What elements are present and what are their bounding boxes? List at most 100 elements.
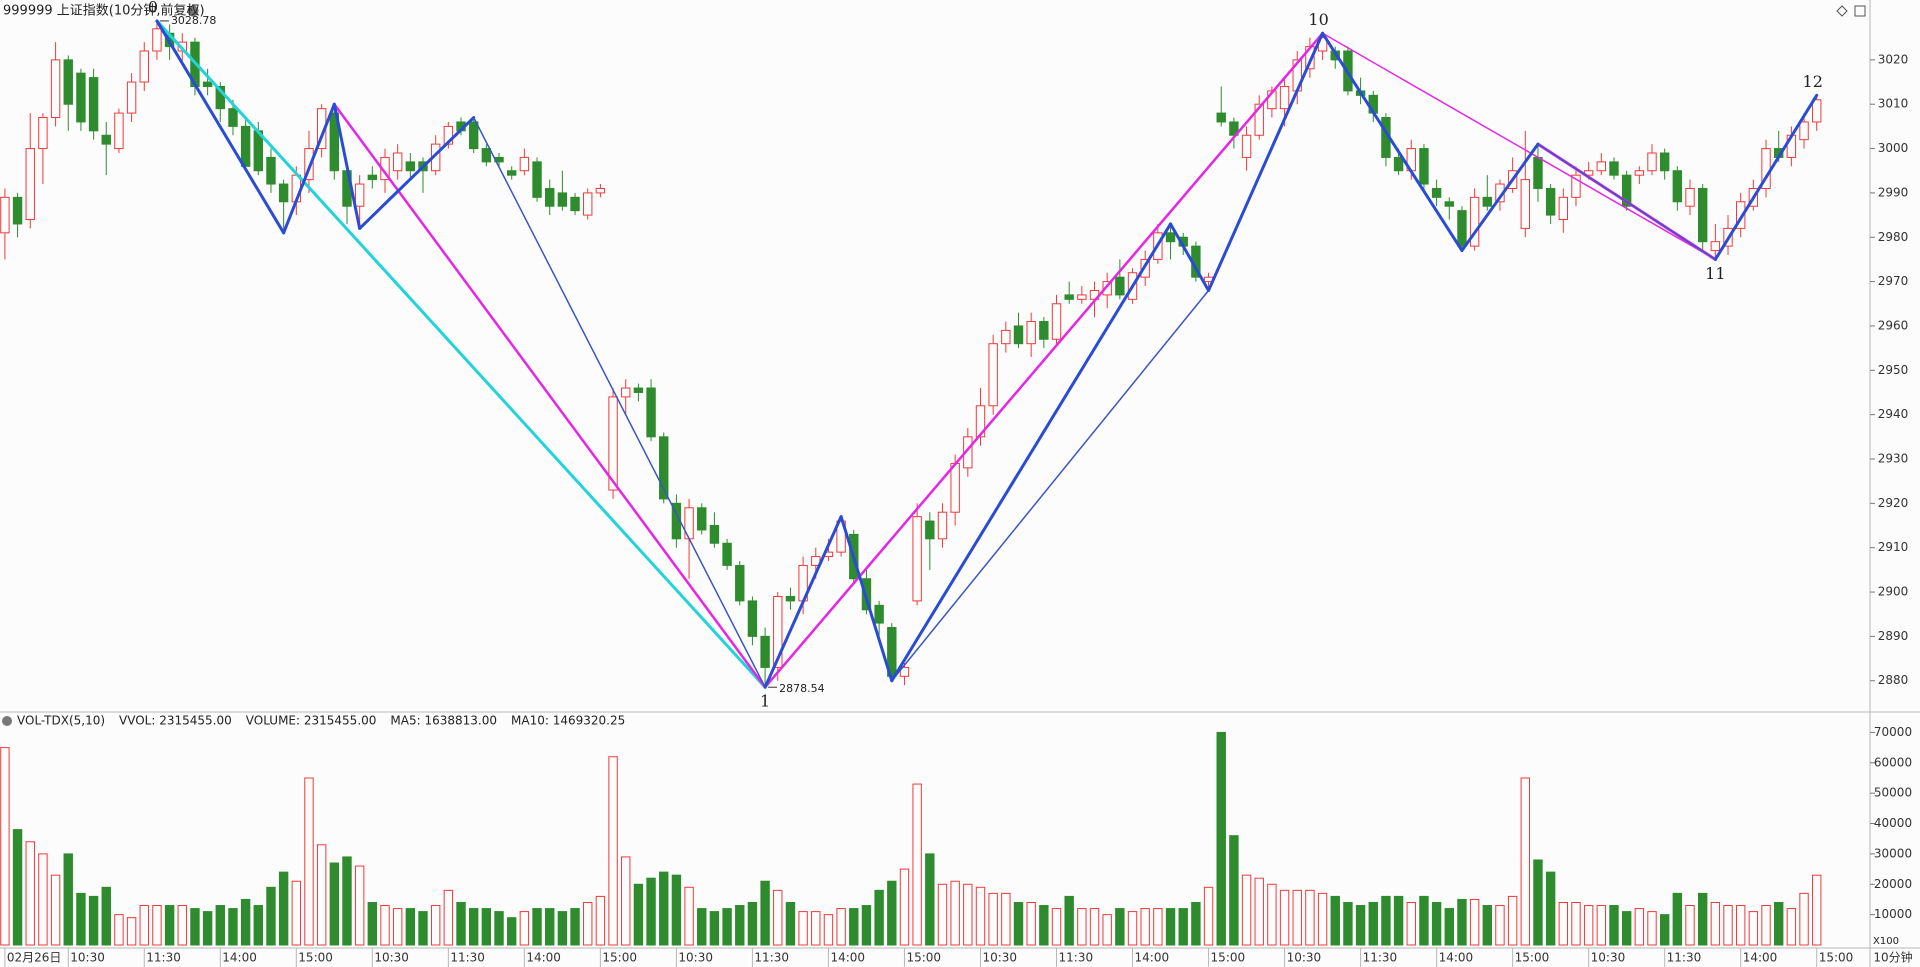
trend-segment (1321, 32, 1717, 261)
volume-bar (1672, 892, 1683, 946)
chart-title: 999999 上证指数(10分钟,前复权) (3, 3, 205, 19)
y-tick-label: 2940 (1878, 407, 1909, 421)
volume-bar (50, 874, 61, 946)
window-icon[interactable] (1854, 5, 1866, 17)
volume-bar (1026, 901, 1036, 946)
trend-segment (155, 19, 286, 235)
candle-body (773, 595, 783, 668)
volume-bar (1317, 892, 1328, 946)
candle-body (1596, 161, 1607, 172)
volume-bar (494, 911, 504, 946)
candle-body (545, 187, 555, 207)
volume-bar (468, 908, 479, 946)
volume-bar (1305, 889, 1315, 946)
x-tick-label: 10:30 (1591, 951, 1626, 965)
trend-segment (1537, 143, 1717, 261)
volume-bar (456, 901, 466, 946)
volume-bar (1419, 895, 1429, 946)
volume-bar (836, 908, 846, 946)
volume-bar (1102, 914, 1112, 946)
volume-bar (215, 905, 225, 946)
candle-body (659, 436, 669, 500)
volume-bar (114, 914, 124, 946)
x-tick-label: 15:00 (298, 951, 333, 965)
volume-bar (12, 829, 23, 946)
y-tick-label: 40000 (1874, 816, 1912, 830)
volume-bar (1001, 892, 1011, 946)
volume-bar (152, 905, 162, 946)
volume-bar (1077, 908, 1087, 946)
volume-bar (253, 905, 264, 946)
candle-body (1812, 99, 1822, 123)
candle-body (228, 108, 238, 127)
candle-body (304, 148, 314, 181)
volume-bar (684, 886, 694, 946)
candle-body (1077, 294, 1087, 300)
volume-bar (1140, 908, 1150, 946)
candle-body (481, 148, 492, 163)
volume-bar (1621, 911, 1632, 946)
x-tick-label: 10:30 (1287, 951, 1322, 965)
candle-body (633, 387, 644, 393)
volume-bar (1545, 871, 1556, 946)
candle-body (697, 507, 707, 531)
menu-icon[interactable] (187, 5, 199, 17)
volume-bar (1216, 731, 1226, 946)
volume-bar (291, 880, 302, 946)
candle-body (405, 161, 416, 172)
volume-bar (405, 908, 416, 946)
volume-bar (342, 856, 352, 946)
trend-segment (1713, 93, 1819, 261)
volume-bar (1165, 908, 1176, 946)
candle-body (139, 50, 149, 83)
volume-bar (1571, 901, 1581, 946)
volume-bar (557, 911, 568, 946)
volume-bar (811, 911, 821, 946)
volume-bar (164, 905, 175, 946)
candle-body (76, 72, 86, 123)
diamond-icon[interactable] (1836, 5, 1848, 17)
volume-bar (963, 883, 973, 946)
volume-bar (912, 783, 922, 946)
volume-bar (278, 871, 289, 946)
y-tick-label: 2930 (1878, 451, 1909, 465)
price-label: 3028.78 (171, 14, 217, 27)
volume-bar (1343, 901, 1353, 946)
volume-bar (1495, 905, 1505, 946)
volume-bar (1051, 908, 1062, 946)
volume-bar (735, 905, 745, 946)
candle-body (1799, 121, 1809, 141)
candle-body (570, 196, 580, 212)
candle-body (1039, 321, 1049, 340)
candle-body (126, 81, 137, 114)
volume-bar (190, 908, 200, 946)
volume-bar (63, 853, 73, 946)
volume-bar (38, 853, 48, 946)
pivot-label: 10 (1308, 10, 1328, 29)
candle-body (392, 152, 403, 172)
volume-bar (1153, 908, 1163, 946)
volume-bar (329, 862, 340, 946)
volume-bar (101, 886, 111, 946)
trend-segment (1207, 31, 1325, 292)
volume-bar (1761, 905, 1771, 946)
trend-segment (1460, 142, 1540, 253)
volume-bar (1697, 892, 1708, 946)
x-tick-label: 15:00 (1515, 951, 1550, 965)
y-tick-label: 2960 (1878, 318, 1909, 332)
volume-bar (1115, 908, 1125, 946)
volume-bar (1431, 901, 1442, 946)
volume-bar (760, 880, 770, 946)
x-tick-label: 15:00 (1819, 951, 1854, 965)
pivot-label: 0 (148, 0, 158, 16)
volume-bar (1647, 911, 1657, 946)
y-tick-label: 2990 (1878, 185, 1909, 199)
candle-body (507, 170, 517, 176)
volume-bar (709, 911, 720, 946)
candle-body (608, 396, 618, 491)
volume-bar (1723, 905, 1733, 946)
volume-bar (418, 911, 428, 946)
candle-body (1064, 294, 1074, 300)
indicator-menu-icon[interactable] (2, 716, 12, 726)
